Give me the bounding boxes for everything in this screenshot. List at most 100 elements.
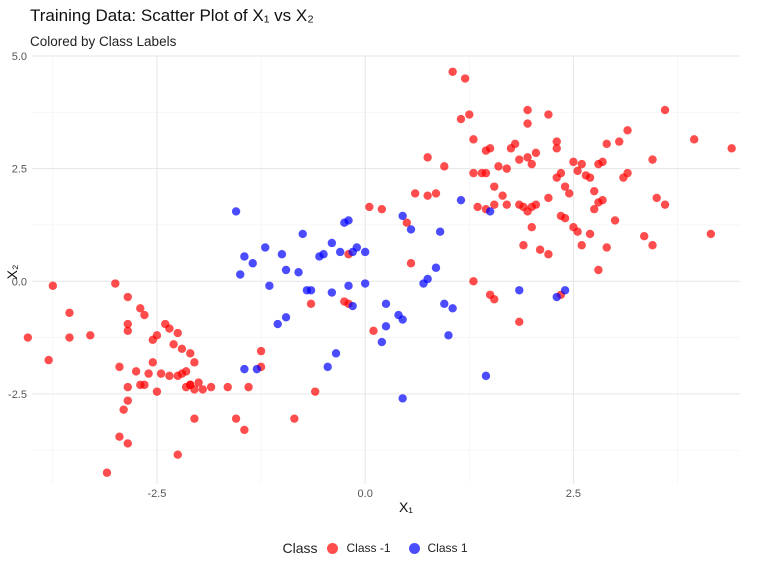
point-class-neg1 [527, 159, 536, 169]
x-tick-label: 2.5 [566, 488, 581, 500]
point-class-1 [236, 270, 245, 279]
point-class-neg1 [598, 157, 607, 167]
point-class-neg1 [552, 144, 561, 153]
point-class-neg1 [119, 405, 128, 414]
point-class-neg1 [560, 182, 570, 191]
y-tick-label: 5.0 [12, 51, 27, 63]
point-class-neg1 [365, 202, 374, 212]
point-class-neg1 [623, 126, 632, 135]
point-class-neg1 [544, 193, 553, 203]
point-class-neg1 [552, 137, 561, 146]
legend-title: Class [282, 540, 318, 556]
point-class-1 [381, 322, 391, 331]
point-class-neg1 [502, 164, 511, 173]
point-class-1 [456, 195, 466, 205]
point-class-neg1 [115, 362, 124, 372]
point-class-neg1 [123, 439, 132, 448]
point-class-neg1 [148, 358, 157, 367]
legend-item-class-1: Class 1 [408, 541, 468, 555]
point-class-neg1 [102, 468, 112, 477]
point-class-1 [298, 229, 307, 239]
point-class-neg1 [165, 371, 174, 381]
point-class-neg1 [173, 328, 182, 338]
point-class-neg1 [648, 241, 657, 250]
point-class-1 [344, 216, 353, 225]
point-class-1 [327, 238, 337, 248]
point-class-neg1 [123, 396, 132, 405]
point-class-neg1 [311, 387, 320, 396]
point-class-1 [448, 304, 457, 313]
point-class-1 [261, 243, 270, 252]
point-class-neg1 [640, 232, 649, 241]
point-class-neg1 [602, 243, 611, 252]
point-class-neg1 [494, 162, 503, 171]
point-class-neg1 [431, 189, 441, 198]
point-class-neg1 [460, 74, 470, 83]
data-points [23, 67, 736, 477]
grid-lines [32, 55, 740, 484]
point-class-neg1 [306, 299, 316, 308]
point-class-neg1 [86, 331, 95, 340]
point-class-neg1 [523, 153, 532, 162]
point-class-1 [515, 286, 524, 295]
point-class-neg1 [531, 148, 541, 158]
point-class-1 [360, 247, 370, 257]
point-class-neg1 [406, 259, 416, 268]
point-class-neg1 [377, 204, 387, 214]
point-class-1 [331, 349, 341, 358]
point-class-neg1 [660, 200, 670, 209]
point-class-neg1 [123, 382, 132, 392]
point-class-1 [552, 292, 561, 302]
point-class-neg1 [590, 204, 599, 214]
point-class-1 [273, 319, 282, 329]
point-class-1 [281, 265, 291, 275]
point-class-neg1 [585, 173, 595, 182]
point-class-1 [323, 362, 332, 372]
point-class-1 [485, 207, 495, 216]
point-class-neg1 [535, 245, 545, 254]
point-class-neg1 [544, 110, 553, 119]
point-class-neg1 [615, 137, 624, 146]
point-class-1 [252, 364, 262, 374]
point-class-neg1 [177, 344, 187, 354]
point-class-1 [435, 227, 445, 236]
chart-subtitle: Colored by Class Labels [30, 34, 177, 49]
point-class-neg1 [194, 378, 203, 387]
point-class-neg1 [660, 105, 670, 115]
point-class-neg1 [161, 319, 170, 329]
x-axis-label: X₁ [399, 499, 413, 515]
point-class-neg1 [65, 308, 74, 317]
point-class-neg1 [123, 292, 132, 302]
point-class-neg1 [169, 340, 178, 349]
point-class-neg1 [440, 162, 449, 171]
point-class-neg1 [465, 110, 474, 119]
point-class-neg1 [602, 139, 611, 149]
point-class-neg1 [190, 414, 199, 423]
point-class-neg1 [498, 191, 507, 200]
point-class-neg1 [44, 355, 53, 365]
point-class-neg1 [544, 250, 553, 259]
point-class-neg1 [577, 159, 586, 169]
point-class-neg1 [473, 202, 482, 212]
point-class-neg1 [573, 166, 582, 176]
legend: Class Class -1 Class 1 [0, 540, 768, 556]
point-class-neg1 [123, 326, 132, 336]
point-class-neg1 [410, 189, 420, 198]
point-class-neg1 [510, 139, 520, 149]
point-class-neg1 [65, 333, 74, 342]
point-class-neg1 [469, 277, 478, 286]
point-class-1 [248, 259, 257, 268]
point-class-neg1 [469, 168, 478, 178]
point-class-neg1 [515, 155, 524, 164]
y-tick-label: 0.0 [12, 276, 27, 288]
point-class-neg1 [490, 182, 499, 191]
point-class-1 [444, 331, 453, 340]
point-class-1 [440, 299, 449, 308]
point-class-neg1 [610, 216, 620, 225]
point-class-1 [398, 315, 407, 324]
point-class-neg1 [148, 335, 157, 345]
point-class-neg1 [573, 227, 582, 236]
point-class-neg1 [594, 265, 603, 275]
legend-swatch-red [327, 542, 339, 554]
